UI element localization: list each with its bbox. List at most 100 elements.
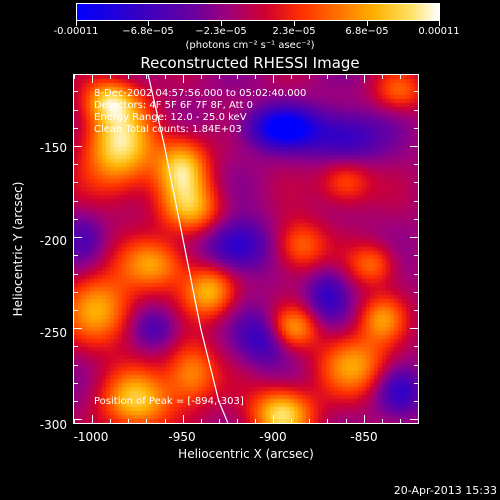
x-minor-tick bbox=[128, 75, 130, 79]
x-minor-tick bbox=[110, 419, 112, 423]
y-tick-mark bbox=[74, 328, 82, 330]
y-minor-tick bbox=[74, 91, 78, 93]
x-minor-tick bbox=[92, 419, 94, 423]
x-minor-tick bbox=[418, 75, 419, 79]
x-minor-tick bbox=[363, 75, 365, 79]
plot-area: 8-Dec-2002 04:57:56.000 to 05:02:40.000 … bbox=[73, 74, 419, 424]
x-minor-tick bbox=[200, 419, 202, 423]
y-minor-tick bbox=[414, 328, 418, 330]
colorbar-tick bbox=[439, 21, 440, 26]
y-minor-tick bbox=[414, 310, 418, 312]
y-minor-tick bbox=[414, 273, 418, 275]
colorbar-tick bbox=[367, 21, 368, 26]
x-minor-tick bbox=[399, 75, 401, 79]
x-tick-mark bbox=[182, 75, 184, 83]
x-minor-tick bbox=[182, 419, 184, 423]
colorbar-label: 2.3e−05 bbox=[272, 26, 316, 37]
y-minor-tick bbox=[414, 255, 418, 257]
x-minor-tick bbox=[128, 419, 130, 423]
y-minor-tick bbox=[74, 346, 78, 348]
y-minor-tick bbox=[414, 364, 418, 366]
y-minor-tick bbox=[414, 127, 418, 129]
x-minor-tick bbox=[236, 75, 238, 79]
y-minor-tick bbox=[74, 218, 78, 220]
annotation-detectors: Detectors: 4F 5F 6F 7F 8F, Att 0 bbox=[94, 100, 254, 111]
y-minor-tick bbox=[414, 291, 418, 293]
x-tick-label: -900 bbox=[259, 430, 287, 444]
y-minor-tick bbox=[414, 218, 418, 220]
x-minor-tick bbox=[146, 75, 148, 79]
x-minor-tick bbox=[363, 419, 365, 423]
colorbar-tick bbox=[221, 21, 222, 26]
y-minor-tick bbox=[74, 127, 78, 129]
x-minor-tick bbox=[255, 75, 257, 79]
y-minor-tick bbox=[74, 164, 78, 166]
x-minor-tick bbox=[200, 75, 202, 79]
x-minor-tick bbox=[164, 419, 166, 423]
x-minor-tick bbox=[273, 75, 275, 79]
datestamp: 20-Apr-2013 15:33 bbox=[393, 484, 497, 497]
colorbar-label: −6.8e−05 bbox=[122, 26, 174, 37]
y-tick-label: -200 bbox=[39, 234, 67, 248]
y-minor-tick bbox=[414, 109, 418, 111]
x-tick-label: -850 bbox=[350, 430, 378, 444]
x-minor-tick bbox=[74, 75, 75, 79]
y-minor-tick bbox=[414, 401, 418, 403]
annotation-peak: Position of Peak = [-894,-303] bbox=[94, 396, 244, 407]
x-tick-mark bbox=[92, 75, 94, 83]
colorbar-unit-label: (photons cm⁻² s⁻¹ asec⁻²) bbox=[185, 40, 315, 51]
annotation-clean: Clean Total counts: 1.84E+03 bbox=[94, 124, 242, 135]
y-minor-tick bbox=[74, 200, 78, 202]
colorbar-label: -0.00011 bbox=[53, 26, 99, 37]
x-axis-label: Heliocentric X (arcsec) bbox=[178, 447, 314, 461]
y-minor-tick bbox=[74, 237, 78, 239]
x-minor-tick bbox=[309, 419, 311, 423]
y-tick-label: -150 bbox=[39, 141, 67, 155]
y-minor-tick bbox=[74, 146, 78, 148]
x-minor-tick bbox=[381, 419, 383, 423]
y-tick-label: -250 bbox=[39, 326, 67, 340]
x-minor-tick bbox=[110, 75, 112, 79]
colorbar-label: 6.8e−05 bbox=[345, 26, 389, 37]
x-minor-tick bbox=[291, 419, 293, 423]
x-minor-tick bbox=[92, 75, 94, 79]
x-minor-tick bbox=[381, 75, 383, 79]
x-minor-tick bbox=[74, 419, 75, 423]
y-minor-tick bbox=[74, 182, 78, 184]
y-minor-tick bbox=[74, 310, 78, 312]
x-tick-label: -1000 bbox=[73, 430, 109, 444]
x-minor-tick bbox=[309, 75, 311, 79]
colorbar-tick bbox=[148, 21, 149, 26]
x-minor-tick bbox=[236, 419, 238, 423]
colorbar-label: 0.00011 bbox=[418, 26, 460, 37]
y-minor-tick bbox=[74, 291, 78, 293]
y-minor-tick bbox=[74, 364, 78, 366]
y-minor-tick bbox=[74, 273, 78, 275]
y-tick-label: -300 bbox=[39, 418, 67, 432]
y-tick-mark bbox=[74, 419, 82, 421]
x-minor-tick bbox=[182, 75, 184, 79]
y-tick-mark bbox=[74, 146, 82, 148]
y-minor-tick bbox=[414, 182, 418, 184]
colorbar-tick bbox=[76, 21, 77, 26]
y-minor-tick bbox=[74, 401, 78, 403]
chart-title: Reconstructed RHESSI Image bbox=[140, 54, 360, 72]
y-minor-tick bbox=[414, 146, 418, 148]
x-minor-tick bbox=[345, 75, 347, 79]
annotation-time: 8-Dec-2002 04:57:56.000 to 05:02:40.000 bbox=[94, 88, 307, 99]
x-minor-tick bbox=[327, 419, 329, 423]
y-minor-tick bbox=[74, 109, 78, 111]
x-minor-tick bbox=[399, 419, 401, 423]
x-minor-tick bbox=[345, 419, 347, 423]
colorbar-label: −2.3e−05 bbox=[195, 26, 247, 37]
x-minor-tick bbox=[273, 419, 275, 423]
solar-limb-overlay bbox=[147, 75, 229, 423]
y-minor-tick bbox=[414, 419, 418, 421]
y-axis-label: Heliocentric Y (arcsec) bbox=[11, 181, 25, 317]
x-minor-tick bbox=[146, 419, 148, 423]
y-tick-mark bbox=[74, 237, 82, 239]
y-minor-tick bbox=[414, 200, 418, 202]
x-minor-tick bbox=[327, 75, 329, 79]
x-minor-tick bbox=[218, 419, 220, 423]
x-tick-mark bbox=[273, 75, 275, 83]
